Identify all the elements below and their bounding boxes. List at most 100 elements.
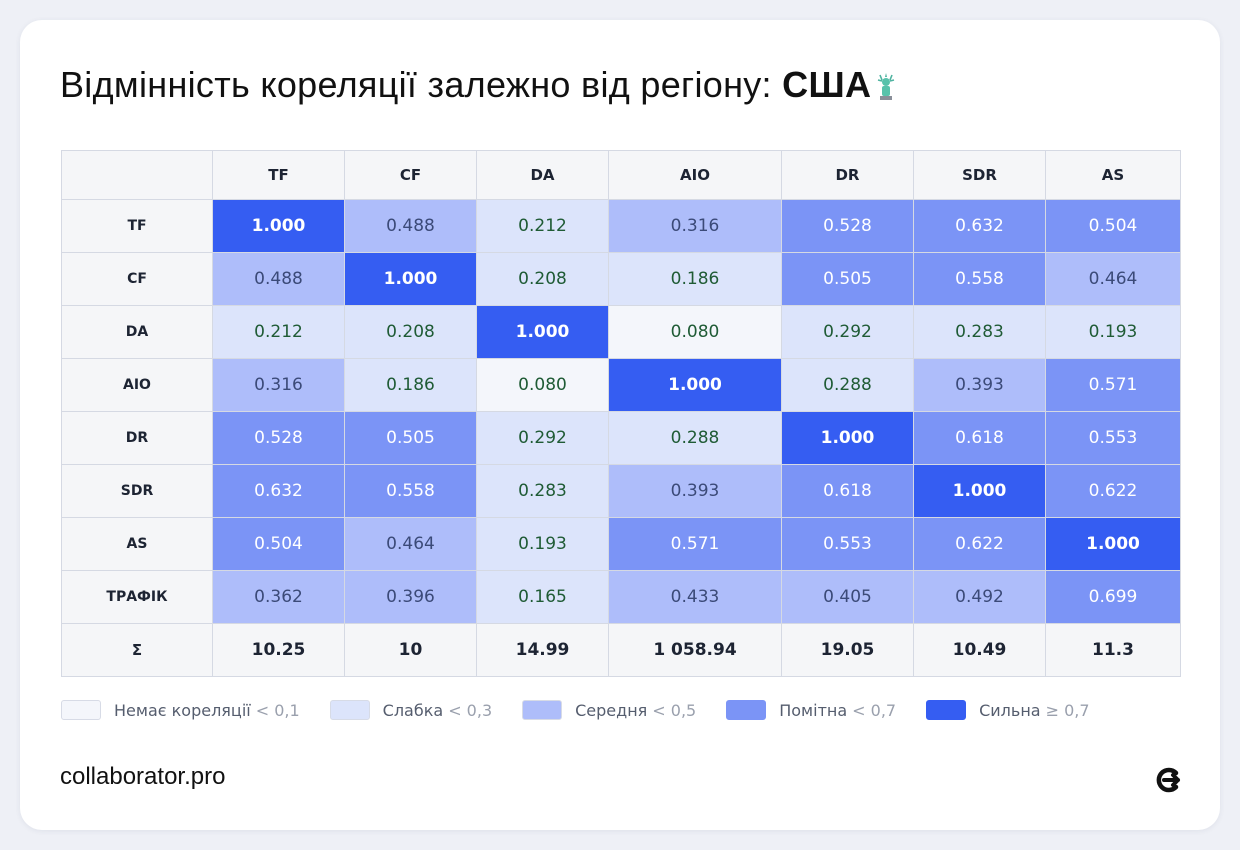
legend-item: Середня < 0,5 bbox=[522, 700, 696, 720]
heatmap-cell: 0.571 bbox=[608, 517, 782, 571]
legend-threshold: < 0,5 bbox=[652, 700, 697, 720]
legend-swatch bbox=[61, 700, 101, 720]
heatmap-row: SDR 0.632 0.558 0.283 0.393 0.618 1.000 0.622 bbox=[61, 464, 1181, 518]
column-header: AS bbox=[1045, 150, 1181, 200]
heatmap-cell: 0.283 bbox=[476, 464, 609, 518]
legend-item: Помітна < 0,7 bbox=[726, 700, 896, 720]
heatmap-cell: 0.283 bbox=[913, 305, 1046, 359]
heatmap-row: DA 0.212 0.208 1.000 0.080 0.292 0.283 0.193 bbox=[61, 305, 1181, 359]
heatmap-cell: 0.504 bbox=[212, 517, 345, 571]
row-header: ТРАФІК bbox=[61, 570, 213, 624]
heatmap-cell: 0.488 bbox=[212, 252, 345, 306]
legend: Немає кореляції < 0,1 Слабка < 0,3 Середня < … bbox=[61, 700, 1120, 720]
heatmap-cell: 0.528 bbox=[212, 411, 345, 465]
heatmap-cell: 0.393 bbox=[608, 464, 782, 518]
heatmap-row: CF 0.488 1.000 0.208 0.186 0.505 0.558 0.464 bbox=[61, 252, 1181, 306]
title-prefix: Відмінність кореляції залежно від регіон… bbox=[60, 64, 772, 105]
heatmap-cell: 0.699 bbox=[1045, 570, 1181, 624]
column-header: DA bbox=[476, 150, 609, 200]
heatmap-cell: 0.488 bbox=[344, 199, 477, 253]
legend-threshold: < 0,3 bbox=[448, 700, 493, 720]
legend-label: Слабка bbox=[382, 700, 444, 720]
heatmap-row: DR 0.528 0.505 0.292 0.288 1.000 0.618 0.553 bbox=[61, 411, 1181, 465]
heatmap-cell: 0.193 bbox=[1045, 305, 1181, 359]
heatmap-cell: 0.492 bbox=[913, 570, 1046, 624]
heatmap-cell: 0.080 bbox=[476, 358, 609, 412]
heatmap-cell: 0.186 bbox=[344, 358, 477, 412]
heatmap-cell: 0.396 bbox=[344, 570, 477, 624]
heatmap-row: ТРАФІК 0.362 0.396 0.165 0.433 0.405 0.492 0.69… bbox=[61, 570, 1181, 624]
column-header: AIO bbox=[608, 150, 782, 200]
legend-item: Слабка < 0,3 bbox=[329, 700, 493, 720]
heatmap-cell: 0.464 bbox=[1045, 252, 1181, 306]
heatmap-cell: 0.558 bbox=[344, 464, 477, 518]
heatmap-cell: 0.505 bbox=[344, 411, 477, 465]
heatmap-cell: 1.000 bbox=[913, 464, 1046, 518]
heatmap-cell: 0.212 bbox=[476, 199, 609, 253]
heatmap-cell: 0.632 bbox=[913, 199, 1046, 253]
heatmap-cell: 1.000 bbox=[212, 199, 345, 253]
heatmap-cell: 0.528 bbox=[781, 199, 914, 253]
heatmap-cell: 0.362 bbox=[212, 570, 345, 624]
summary-cell: 11.3 bbox=[1045, 623, 1181, 677]
summary-cell: 1 058.94 bbox=[608, 623, 782, 677]
header-row: TF CF DA AIO DR SDR AS bbox=[61, 150, 1181, 200]
row-header: DA bbox=[61, 305, 213, 359]
heatmap-cell: 0.464 bbox=[344, 517, 477, 571]
heatmap-cell: 0.622 bbox=[913, 517, 1046, 571]
heatmap-row: AS 0.504 0.464 0.193 0.571 0.553 0.622 1.000 bbox=[61, 517, 1181, 571]
summary-row: Σ 10.25 10 14.99 1 058.94 19.05 10.49 11.3 bbox=[61, 623, 1181, 677]
heatmap-cell: 1.000 bbox=[608, 358, 782, 412]
heatmap-row: AIO 0.316 0.186 0.080 1.000 0.288 0.393 0.571 bbox=[61, 358, 1181, 412]
column-header: DR bbox=[781, 150, 914, 200]
legend-label: Помітна bbox=[779, 700, 848, 720]
heatmap-cell: 0.618 bbox=[781, 464, 914, 518]
heatmap-cell: 0.558 bbox=[913, 252, 1046, 306]
heatmap-cell: 0.080 bbox=[608, 305, 782, 359]
heatmap-cell: 0.553 bbox=[1045, 411, 1181, 465]
column-header: TF bbox=[212, 150, 345, 200]
heatmap-cell: 0.288 bbox=[608, 411, 782, 465]
row-header: CF bbox=[61, 252, 213, 306]
legend-label: Немає кореляції bbox=[114, 700, 251, 720]
summary-cell: 19.05 bbox=[781, 623, 914, 677]
heatmap-cell: 0.208 bbox=[344, 305, 477, 359]
heatmap-cell: 0.433 bbox=[608, 570, 782, 624]
legend-label: Середня bbox=[575, 700, 648, 720]
summary-cell: 10.25 bbox=[212, 623, 345, 677]
corner-cell bbox=[61, 150, 213, 200]
brand-name: collaborator.pro bbox=[60, 763, 226, 790]
heatmap-cell: 0.292 bbox=[476, 411, 609, 465]
heatmap-cell: 0.292 bbox=[781, 305, 914, 359]
heatmap-cell: 0.405 bbox=[781, 570, 914, 624]
summary-cell: 14.99 bbox=[476, 623, 609, 677]
summary-cell: 10 bbox=[344, 623, 477, 677]
heatmap-cell: 0.571 bbox=[1045, 358, 1181, 412]
heatmap-body: TF 1.000 0.488 0.212 0.316 0.528 0.632 0.504 CF 0… bbox=[61, 199, 1181, 677]
page-title: Відмінність кореляції залежно від регіон… bbox=[60, 64, 897, 110]
statue-of-liberty-icon bbox=[875, 68, 897, 110]
heatmap-cell: 0.505 bbox=[781, 252, 914, 306]
heatmap-row: TF 1.000 0.488 0.212 0.316 0.528 0.632 0.504 bbox=[61, 199, 1181, 253]
legend-item: Немає кореляції < 0,1 bbox=[61, 700, 300, 720]
heatmap-cell: 0.393 bbox=[913, 358, 1046, 412]
legend-label: Сильна bbox=[979, 700, 1041, 720]
heatmap-cell: 0.193 bbox=[476, 517, 609, 571]
heatmap-cell: 0.212 bbox=[212, 305, 345, 359]
heatmap-cell: 0.288 bbox=[781, 358, 914, 412]
legend-swatch bbox=[329, 700, 370, 720]
heatmap-cell: 0.316 bbox=[608, 199, 782, 253]
row-header: SDR bbox=[61, 464, 213, 518]
row-header: DR bbox=[61, 411, 213, 465]
heatmap-cell: 0.504 bbox=[1045, 199, 1181, 253]
heatmap-cell: 0.553 bbox=[781, 517, 914, 571]
heatmap-cell: 1.000 bbox=[476, 305, 609, 359]
summary-label: Σ bbox=[61, 623, 213, 677]
heatmap-cell: 0.316 bbox=[212, 358, 345, 412]
collaborator-logo-icon bbox=[1154, 766, 1182, 798]
heatmap-cell: 0.622 bbox=[1045, 464, 1181, 518]
row-header: AIO bbox=[61, 358, 213, 412]
heatmap-cell: 0.208 bbox=[476, 252, 609, 306]
summary-cell: 10.49 bbox=[913, 623, 1046, 677]
card: Відмінність кореляції залежно від регіон… bbox=[20, 20, 1220, 830]
